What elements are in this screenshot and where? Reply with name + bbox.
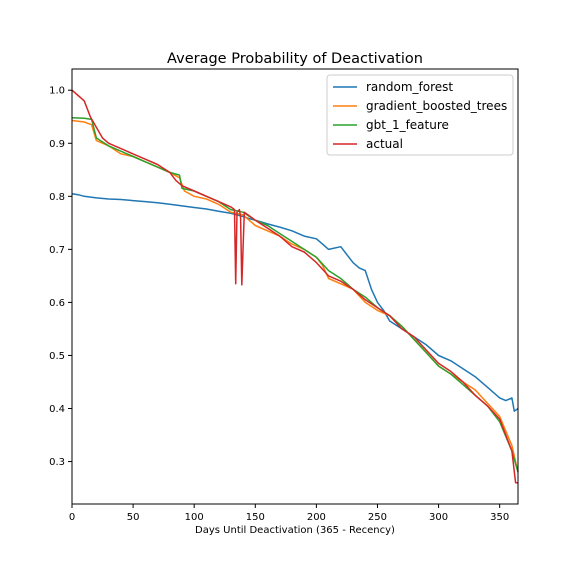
- series-layer: [71, 89, 519, 484]
- y-tick-label: 0.6: [49, 298, 65, 309]
- plot-frame: [71, 68, 519, 505]
- x-tick-label: 50: [127, 512, 140, 523]
- x-tick-label: 350: [490, 512, 509, 523]
- y-tick-label: 0.3: [49, 457, 65, 468]
- series-line-gbt-1-feature: [71, 117, 519, 473]
- series-line-random-forest: [71, 192, 519, 412]
- legend-label-random-forest: random_forest: [366, 80, 453, 94]
- x-axis-label: Days Until Deactivation (365 - Recency): [195, 525, 395, 536]
- x-tick-label: 150: [246, 512, 265, 523]
- x-tick-label: 0: [69, 512, 75, 523]
- axes-layer: 0 50 100 150 200 250 300 350 0.3 0.4 0.5 0.6 0.7 0.8 0…: [49, 86, 509, 523]
- y-tick-label: 0.4: [49, 404, 65, 415]
- x-tick-label: 100: [185, 512, 204, 523]
- legend-label-actual: actual: [366, 137, 403, 151]
- legend-box: [326, 74, 514, 156]
- y-tick-label: 0.9: [49, 139, 65, 150]
- x-tick-label: 300: [429, 512, 448, 523]
- y-tick-label: 0.5: [49, 351, 65, 362]
- chart-title: Average Probability of Deactivation: [167, 51, 423, 67]
- legend-label-gradient-boosted-trees: gradient_boosted_trees: [366, 99, 507, 113]
- y-tick-label: 0.8: [49, 192, 65, 203]
- y-tick-label: 1.0: [49, 86, 65, 97]
- legend: random_forest gradient_boosted_trees gbt_1…: [326, 74, 514, 156]
- legend-label-gbt-1-feature: gbt_1_feature: [366, 118, 449, 132]
- x-tick-label: 200: [307, 512, 326, 523]
- y-tick-label: 0.7: [49, 245, 65, 256]
- series-line-actual: [71, 89, 518, 484]
- x-tick-label: 250: [368, 512, 387, 523]
